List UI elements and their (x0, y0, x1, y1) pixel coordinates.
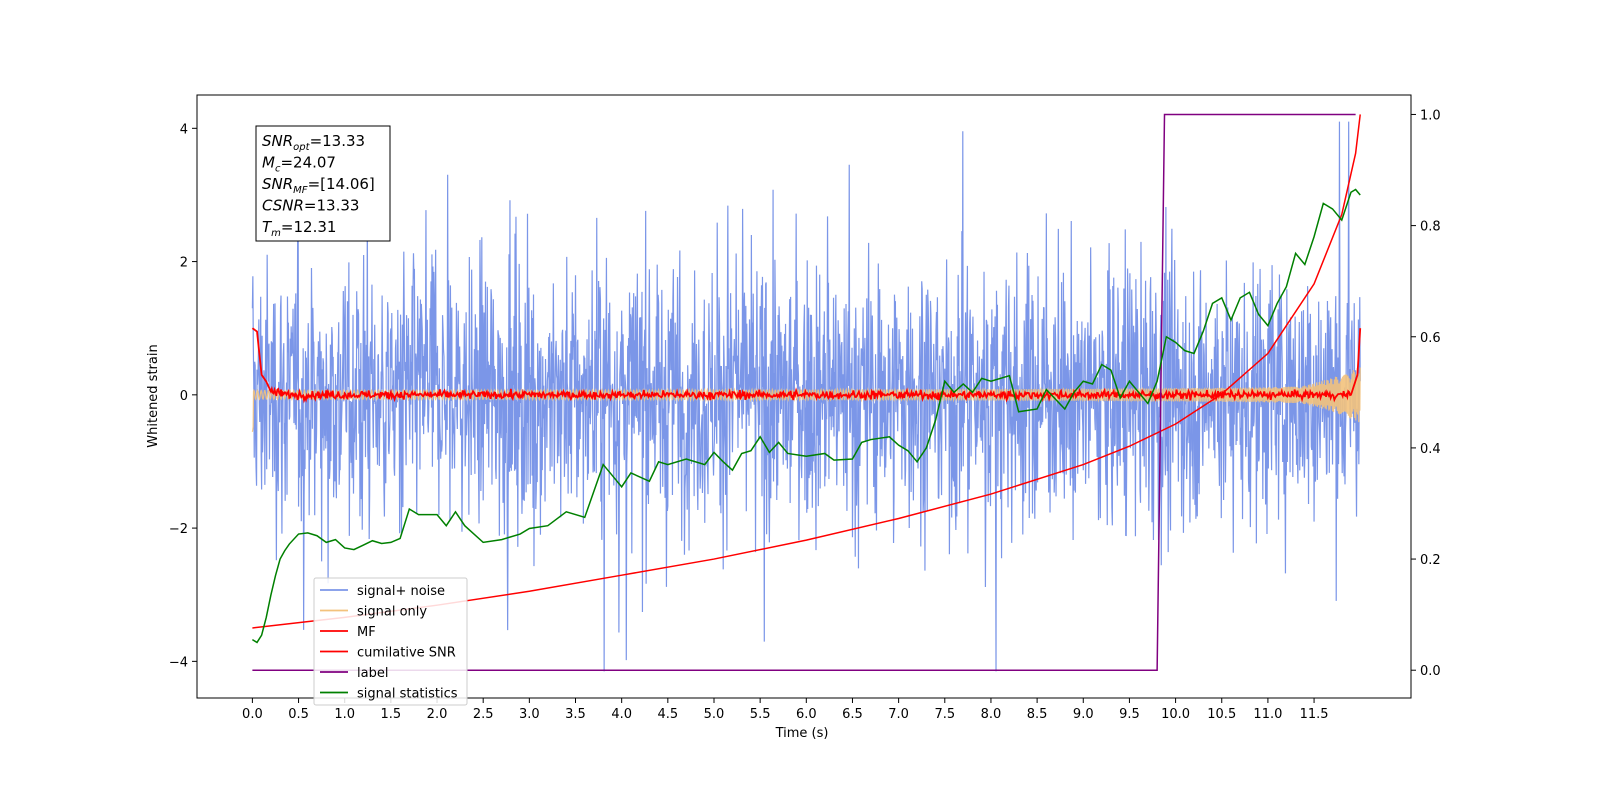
x-tick-label: 9.0 (1073, 707, 1094, 722)
right-y-tick-label: 0.4 (1420, 442, 1441, 457)
info-line: CSNR=13.33 (262, 197, 359, 215)
legend-entry: cumilative SNR (357, 646, 456, 661)
x-tick-label: 4.5 (657, 707, 678, 722)
right-y-tick-label: 0.2 (1420, 553, 1441, 568)
series-signal-noise (251, 121, 1361, 672)
x-tick-label: 3.0 (519, 707, 540, 722)
legend: signal+ noise signal only MF cumilative SNR… (313, 577, 468, 706)
series-mf (251, 327, 1362, 404)
legend-entry: signal statistics (357, 687, 458, 702)
x-tick-label: 5.5 (750, 707, 771, 722)
x-tick-label: 7.0 (888, 707, 909, 722)
info-box-frame (255, 125, 391, 242)
x-tick-label: 11.5 (1300, 707, 1329, 722)
x-tick-label: 2.5 (473, 707, 494, 722)
info-box: SNRopt=13.33Mc=24.07SNRMF=[14.06]CSNR=13… (255, 125, 391, 242)
plot-area (251, 113, 1362, 672)
x-tick-label: 8.0 (981, 707, 1002, 722)
left-y-tick-label: −2 (169, 522, 188, 537)
info-line: SNRopt=13.33 (262, 132, 365, 153)
x-tick-label: 9.5 (1119, 707, 1140, 722)
legend-entry: signal only (357, 605, 427, 620)
x-tick-label: 4.0 (611, 707, 632, 722)
left-y-axis: 4 2 0 −2 −4 (169, 122, 197, 670)
x-tick-label: 6.5 (842, 707, 863, 722)
legend-entry: MF (357, 625, 376, 640)
info-line: Mc=24.07 (262, 154, 336, 175)
x-axis-label: Time (s) (775, 726, 829, 741)
left-y-tick-label: 0 (180, 389, 188, 404)
x-tick-label: 2.0 (427, 707, 448, 722)
x-tick-label: 0.0 (242, 707, 263, 722)
x-tick-label: 1.5 (381, 707, 402, 722)
legend-entry: label (357, 666, 388, 681)
x-tick-label: 10.0 (1161, 707, 1190, 722)
info-line: SNRMF=[14.06] (262, 175, 375, 196)
left-y-tick-label: −4 (169, 655, 188, 670)
plot-frame (196, 94, 1412, 699)
series-signal-statistics (252, 188, 1361, 644)
x-tick-label: 1.0 (334, 707, 355, 722)
x-tick-label: 3.5 (565, 707, 586, 722)
legend-entry: signal+ noise (357, 584, 445, 599)
x-tick-label: 5.0 (704, 707, 725, 722)
x-tick-label: 6.0 (796, 707, 817, 722)
info-line: Tm=12.31 (262, 218, 336, 239)
left-y-tick-label: 2 (180, 256, 188, 271)
x-tick-label: 0.5 (288, 707, 309, 722)
x-tick-label: 11.0 (1253, 707, 1282, 722)
y-axis-label: Whitened strain (146, 344, 161, 447)
x-axis: 0.0 0.5 1.0 1.5 2.0 2.5 3.0 3.5 4.0 4.5 5.0 5.5 6.0 6… (242, 698, 1329, 722)
right-y-tick-label: 0.8 (1420, 220, 1441, 235)
x-tick-label: 10.5 (1207, 707, 1236, 722)
right-y-axis: 1.0 0.8 0.6 0.4 0.2 0.0 (1411, 108, 1441, 679)
right-y-tick-label: 0.0 (1420, 664, 1441, 679)
right-y-tick-label: 1.0 (1420, 108, 1441, 123)
legend-frame (313, 577, 468, 706)
left-y-tick-label: 4 (180, 122, 188, 137)
x-tick-label: 7.5 (934, 707, 955, 722)
series-label (252, 113, 1356, 671)
x-tick-label: 8.5 (1027, 707, 1048, 722)
right-y-tick-label: 0.6 (1420, 331, 1441, 346)
series-cumulative-snr (252, 114, 1361, 629)
